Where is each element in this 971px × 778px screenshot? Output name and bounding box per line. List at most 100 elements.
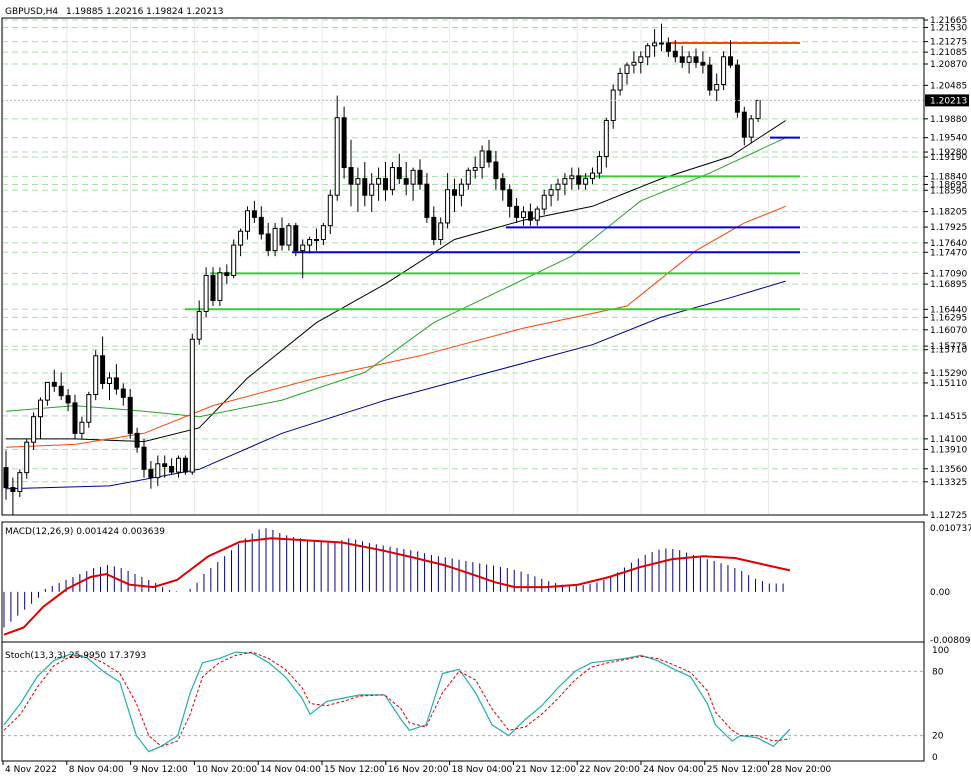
candle-body	[465, 169, 471, 185]
candle-body	[472, 167, 478, 171]
candle-body	[493, 161, 499, 180]
panel-frame	[1, 521, 925, 643]
candle-body	[521, 211, 526, 218]
chart-ohlc: 1.19885 1.20216 1.19824 1.20213	[66, 7, 223, 17]
macd-tick-label: -0.008097	[930, 636, 971, 646]
candle-body	[148, 468, 154, 479]
candle-body	[596, 155, 602, 174]
candle-body	[293, 225, 299, 252]
candle-body	[51, 381, 57, 387]
candle-body	[665, 42, 671, 52]
price-tick-label: 1.18590	[930, 186, 967, 196]
candle-body	[376, 178, 382, 185]
price-tick-label: 1.18205	[930, 208, 967, 218]
candle-body	[438, 222, 444, 241]
candle-body	[659, 42, 664, 45]
price-tick-label: 1.17090	[930, 269, 967, 279]
candle-body	[44, 381, 50, 401]
time-tick-label: 24 Nov 04:00	[643, 765, 704, 775]
candle-body	[334, 117, 340, 196]
candle-body	[245, 210, 250, 232]
candle-body	[31, 416, 37, 443]
candle-body	[203, 275, 209, 313]
candle-body	[507, 189, 513, 207]
candle-body	[258, 216, 264, 235]
candle-body	[486, 150, 492, 163]
candle-body	[707, 64, 713, 91]
macd-signal-line	[3, 537, 791, 636]
stoch-signal-line	[3, 651, 791, 747]
candle-body	[452, 189, 457, 196]
time-tick-label: 16 Nov 20:00	[388, 765, 449, 775]
candle-body	[251, 210, 257, 218]
moving-average-line	[5, 280, 786, 490]
candle-body	[624, 64, 630, 74]
candle-body	[286, 225, 292, 246]
price-tick-label: 1.18695	[930, 180, 967, 190]
candle-body	[155, 463, 161, 479]
price-tick-label: 1.20485	[930, 81, 967, 91]
price-tick-label: 1.21085	[930, 48, 967, 58]
time-tick-label: 28 Nov 20:00	[771, 765, 832, 775]
candle-body	[265, 233, 271, 252]
price-tick-label: 1.13325	[930, 478, 967, 488]
macd-title: MACD(12,26,9) 0.001424 0.003639	[5, 527, 165, 537]
price-tick-label: 1.16295	[930, 313, 967, 323]
candle-body	[348, 167, 354, 185]
price-tick-label: 1.21530	[930, 23, 967, 33]
candle-body	[86, 394, 92, 423]
candle-body	[93, 355, 99, 396]
candle-body	[617, 72, 623, 91]
time-tick-label: 18 Nov 04:00	[452, 765, 513, 775]
candle-body	[721, 56, 727, 86]
candle-body	[396, 167, 402, 180]
stoch-tick-label: 100	[932, 646, 949, 656]
candle-body	[431, 216, 437, 241]
chart-symbol: GBPUSD,H4	[5, 7, 58, 17]
candle-body	[576, 175, 582, 185]
time-tick-label: 9 Nov 12:00	[133, 765, 188, 775]
stoch-main-line	[3, 651, 791, 753]
time-tick-label: 15 Nov 12:00	[324, 765, 385, 775]
candle-body	[320, 225, 326, 241]
candle-body	[38, 399, 43, 418]
stoch-panel: 100 80 20 0	[2, 646, 949, 763]
candle-body	[700, 61, 706, 66]
candle-body	[134, 432, 140, 448]
stoch-title: Stoch(13,3,3) 25.9950 17.3793	[5, 651, 146, 661]
candle-body	[341, 117, 347, 169]
panel-frame	[1, 17, 925, 516]
candle-body	[169, 466, 175, 473]
candle-body	[3, 467, 9, 489]
price-tick-label: 1.14515	[930, 412, 967, 422]
candle-body	[417, 169, 423, 185]
price-tick-label: 1.13560	[930, 465, 967, 475]
candle-body	[231, 244, 237, 277]
candle-body	[272, 227, 278, 252]
candle-body	[569, 175, 575, 180]
candle-body	[369, 183, 375, 196]
time-tick-label: 4 Nov 2022	[5, 765, 57, 775]
candle-body	[196, 311, 202, 340]
candle-body	[355, 178, 361, 185]
candle-body	[383, 178, 388, 191]
candle-body	[300, 244, 306, 252]
candle-body	[728, 56, 733, 66]
candle-body	[755, 99, 761, 120]
candle-body	[555, 183, 561, 191]
time-tick-label: 14 Nov 04:00	[260, 765, 321, 775]
candle-body	[327, 194, 333, 227]
candle-body	[279, 227, 285, 246]
price-tick-label: 1.17470	[930, 248, 967, 258]
candle-body	[113, 377, 119, 390]
price-tick-label: 1.17640	[930, 239, 967, 249]
macd-tick-label: 0.00	[930, 588, 950, 598]
candle-body	[590, 172, 595, 180]
candle-body	[238, 230, 244, 246]
candle-body	[362, 178, 368, 196]
stoch-tick-label: 0	[932, 753, 938, 763]
candle-body	[120, 388, 126, 398]
candle-body	[162, 463, 168, 468]
candle-body	[307, 239, 313, 246]
